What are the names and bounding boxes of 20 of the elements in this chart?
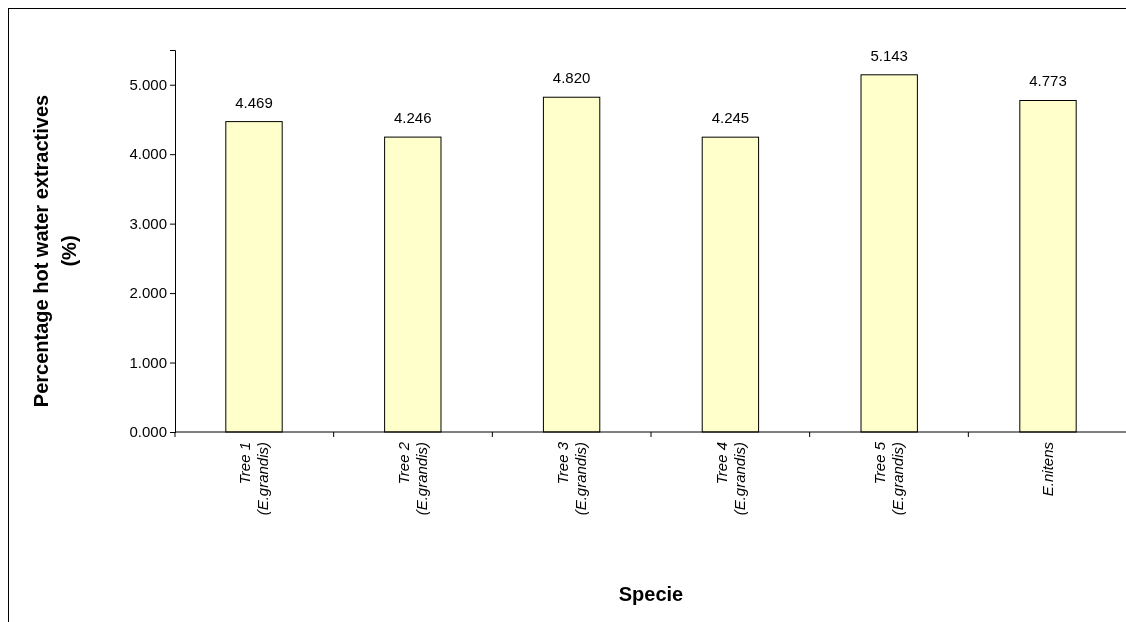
data-label: 4.469 (235, 93, 273, 111)
y-tick-label: 1.000 (129, 353, 167, 371)
x-tick-label: Tree 1 (E.grandis) (236, 442, 272, 516)
y-axis-title: Percentage hot water extractives (%) (30, 94, 80, 408)
data-label: 4.245 (711, 109, 750, 127)
x-tick-label: Tree 4 (E.grandis) (712, 442, 748, 516)
x-tick-label: Tree 5 (E.grandis) (871, 441, 907, 516)
x-tick-label: Tree 2 (E.grandis) (395, 441, 431, 516)
data-label: 5.143 (870, 46, 908, 64)
x-tick-label: E.nitens (1039, 441, 1057, 497)
data-label: 4.820 (552, 69, 591, 87)
x-axis-title: Specie (618, 583, 684, 605)
y-tick-label: 5.000 (129, 76, 167, 94)
data-label: 4.773 (1029, 72, 1067, 90)
y-tick-label: 3.000 (129, 214, 167, 232)
y-tick-label: 0.000 (129, 423, 167, 441)
x-tick-label: Tree 3 (E.grandis) (553, 441, 589, 516)
data-label: 4.246 (394, 109, 432, 127)
y-tick-label: 4.000 (129, 145, 167, 163)
y-tick-label: 2.000 (129, 284, 167, 302)
